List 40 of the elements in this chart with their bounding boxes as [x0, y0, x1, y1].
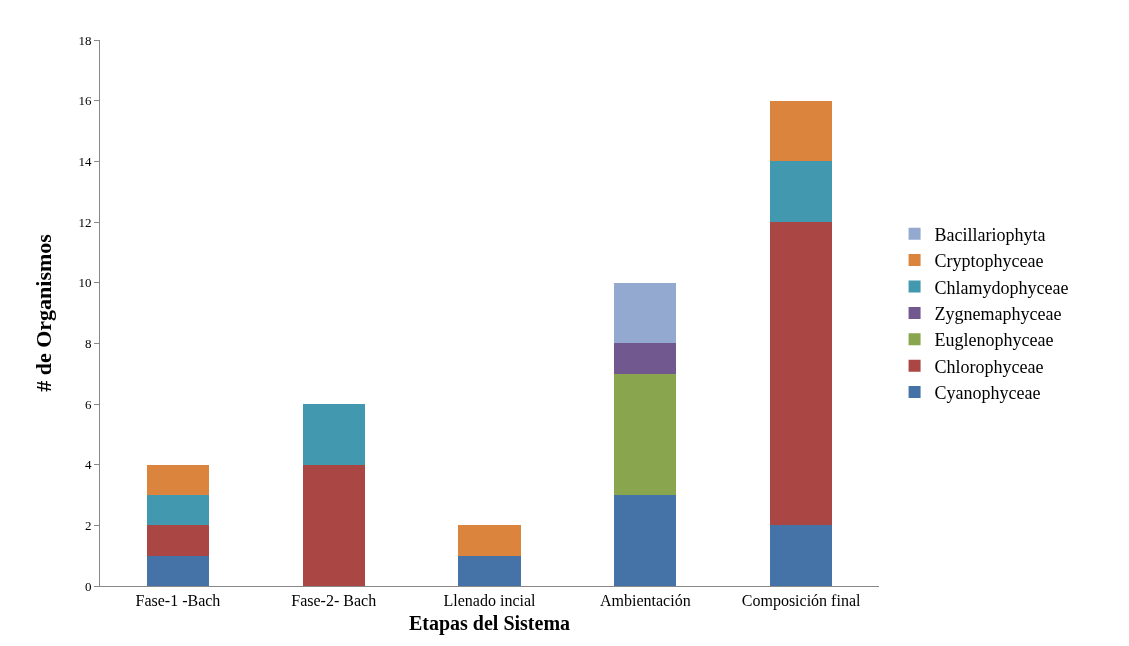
- bar: [614, 495, 677, 586]
- legend-label: Chlorophyceae: [934, 356, 1044, 377]
- legend-label: Cryptophyceae: [934, 251, 1044, 272]
- bar: [302, 404, 365, 465]
- y-tick-label: 4: [84, 457, 92, 473]
- x-tick-label: Composición final: [741, 592, 861, 611]
- bar: [458, 525, 521, 556]
- y-tick-label: 8: [84, 335, 92, 351]
- bar: [458, 555, 521, 586]
- y-tick-label: 18: [78, 32, 92, 48]
- y-tick-label: 0: [84, 578, 92, 594]
- bar: [614, 282, 677, 344]
- x-tick-label: Llenado incial: [443, 592, 537, 610]
- legend-label: Bacillariophyta: [934, 224, 1046, 245]
- x-axis-title: Etapas del Sistema: [408, 611, 571, 635]
- legend-label: Cyanophyceae: [934, 383, 1041, 404]
- bar: [614, 343, 677, 374]
- bar: [769, 100, 833, 162]
- legend-label: Euglenophyceae: [934, 330, 1054, 351]
- y-axis-title: # de Organismos: [31, 233, 57, 392]
- bar: [146, 555, 210, 586]
- legend-label: Zygnemaphyceae: [934, 303, 1062, 324]
- x-tick-label: Fase-1 -Bach: [135, 592, 221, 610]
- bar: [302, 464, 365, 586]
- bar: [146, 495, 210, 526]
- legend-label: Chlamydophyceae: [934, 277, 1069, 298]
- x-tick-label: Fase-2- Bach: [291, 592, 377, 610]
- bar: [769, 161, 833, 222]
- bar: [614, 373, 677, 495]
- bar: [146, 525, 210, 556]
- bar: [769, 222, 833, 526]
- y-tick-label: 6: [84, 396, 92, 412]
- y-tick-label: 10: [78, 275, 92, 291]
- y-tick-label: 16: [78, 93, 92, 109]
- y-tick-label: 12: [78, 214, 92, 230]
- y-tick-label: 2: [84, 517, 92, 533]
- x-tick-label: Ambientación: [599, 592, 691, 610]
- bar: [769, 525, 833, 586]
- y-tick-label: 14: [78, 153, 92, 169]
- bar: [146, 464, 210, 495]
